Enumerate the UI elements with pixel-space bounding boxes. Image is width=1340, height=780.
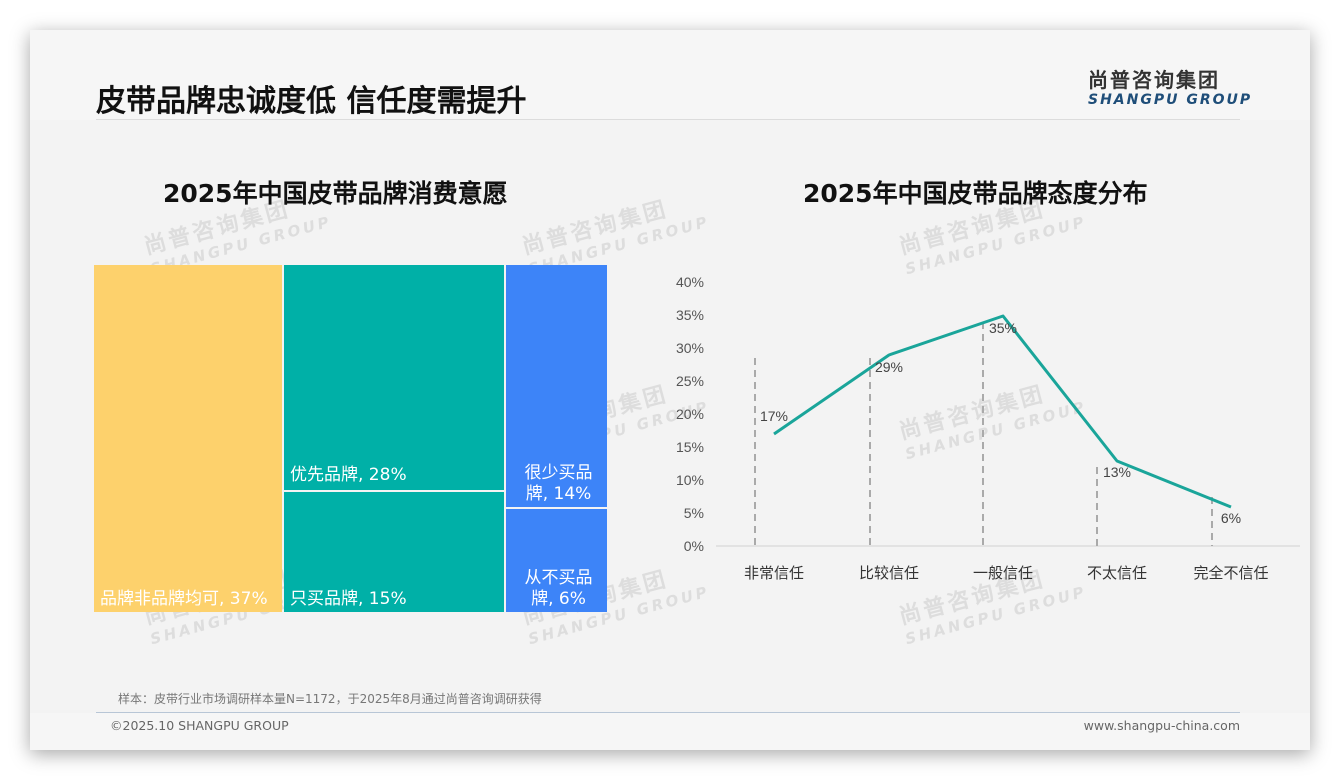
treemap-tile-either: 品牌非品牌均可, 37% [94,265,282,612]
x-tick: 一般信任 [973,565,1033,582]
y-tick: 20% [676,406,704,422]
page-title: 皮带品牌忠诚度低 信任度需提升 [96,84,527,119]
logo-chinese-text: 尚普咨询集团 [1088,68,1220,92]
footer-divider [96,712,1240,713]
x-tick: 完全不信任 [1193,564,1268,582]
y-tick: 35% [676,307,704,323]
treemap-chart-title: 2025年中国皮带品牌消费意愿 [163,179,508,208]
treemap-tile-only-brand: 只买品牌, 15% [284,492,504,612]
treemap-tile-prefer-brand: 优先品牌, 28% [284,265,504,490]
data-label: 6% [1221,510,1241,526]
tile-label: 品牌非品牌均可, 37% [100,589,268,609]
tile-label: 优先品牌, 28% [290,465,407,485]
sample-note: 样本：皮带行业市场调研样本量N=1172，于2025年8月通过尚普咨询调研获得 [118,692,542,706]
line-chart: 40% 35% 30% 25% 20% 15% 10% 5% 0% [660,265,1318,605]
data-label: 17% [760,408,788,424]
drop-lines [754,322,1213,546]
data-labels: 17% 29% 35% 13% 6% [760,320,1241,526]
logo-english-text: SHANGPU GROUP [1088,92,1253,108]
line-chart-title: 2025年中国皮带品牌态度分布 [803,179,1148,208]
data-label: 35% [989,320,1017,336]
y-axis-labels: 40% 35% 30% 25% 20% 15% 10% 5% 0% [676,274,704,554]
y-tick: 25% [676,373,704,389]
x-tick: 不太信任 [1087,565,1147,582]
x-axis-labels: 非常信任 比较信任 一般信任 不太信任 完全不信任 [744,564,1269,582]
line-chart-svg: 40% 35% 30% 25% 20% 15% 10% 5% 0% [676,274,1318,582]
treemap-chart: 品牌非品牌均可, 37% 优先品牌, 28% 只买品牌, 15% 很少买品 牌, … [94,265,608,612]
tile-label: 只买品牌, 15% [290,589,407,609]
website-link[interactable]: www.shangpu-china.com [1083,718,1240,733]
y-tick: 15% [676,439,704,455]
data-label: 29% [875,359,903,375]
x-tick: 比较信任 [859,564,919,582]
y-tick: 5% [684,505,704,521]
header-band [30,30,1310,120]
slide: 皮带品牌忠诚度低 信任度需提升 尚普咨询集团 SHANGPU GROUP 尚普咨… [30,30,1318,750]
y-tick: 10% [676,472,704,488]
footer-band [30,713,1310,750]
y-tick: 40% [676,274,704,290]
trend-line [773,314,1232,509]
tile-label: 从不买品 牌, 6% [524,568,593,609]
company-logo: 尚普咨询集团 SHANGPU GROUP [1088,64,1252,108]
copyright-text: ©2025.10 SHANGPU GROUP [110,718,289,733]
data-label: 13% [1103,464,1131,480]
x-tick: 非常信任 [744,565,804,582]
title-divider [96,119,1240,120]
y-tick: 30% [676,340,704,356]
treemap-tile-never-brand: 从不买品 牌, 6% [506,509,607,612]
y-tick: 0% [684,538,704,554]
tile-label: 很少买品 牌, 14% [524,463,593,504]
treemap-tile-rarely-brand: 很少买品 牌, 14% [506,265,607,507]
